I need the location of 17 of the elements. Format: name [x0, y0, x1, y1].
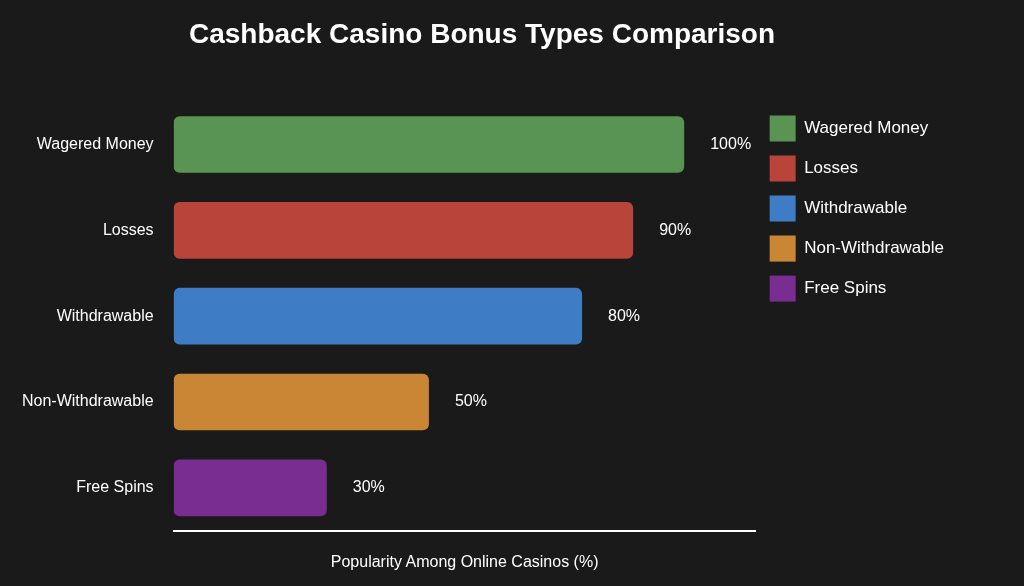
data-label: 90%: [659, 220, 692, 238]
legend-label: Wagered Money: [804, 118, 929, 138]
legend-label: Losses: [804, 158, 859, 178]
data-label: 80%: [608, 306, 641, 324]
y-tick-label: Free Spins: [76, 478, 154, 496]
y-tick-label: Losses: [102, 220, 154, 238]
y-tick-label: Wagered Money: [36, 134, 154, 152]
data-label: 50%: [454, 392, 487, 410]
y-tick-label: Non-Withdrawable: [22, 392, 154, 410]
data-label: 30%: [352, 478, 385, 496]
y-tick-label: Withdrawable: [56, 306, 154, 324]
legend-label: Withdrawable: [804, 198, 908, 218]
legend-label: Free Spins: [804, 278, 887, 298]
x-axis-title: Popularity Among Online Casinos (%): [330, 552, 599, 570]
data-label: 100%: [710, 134, 752, 152]
chart-title: Cashback Casino Bonus Types Comparison: [188, 17, 776, 49]
legend-label: Non-Withdrawable: [804, 238, 945, 258]
